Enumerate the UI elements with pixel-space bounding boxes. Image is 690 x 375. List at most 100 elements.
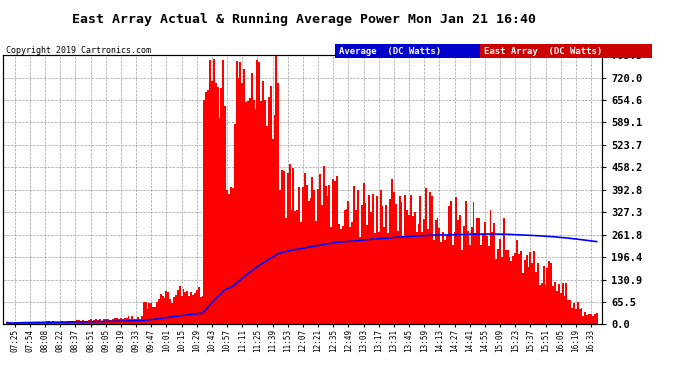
Bar — [488, 246, 490, 324]
Bar — [226, 190, 228, 324]
Bar — [473, 202, 475, 324]
Bar — [560, 292, 562, 324]
Bar — [471, 227, 473, 324]
Bar — [513, 256, 514, 324]
Bar — [268, 97, 270, 324]
Bar — [304, 173, 306, 324]
Bar — [544, 285, 546, 324]
Bar — [433, 240, 435, 324]
Bar — [334, 181, 336, 324]
Bar — [493, 223, 495, 324]
Bar — [207, 90, 209, 324]
Bar — [279, 190, 281, 324]
Bar — [275, 42, 277, 324]
Bar — [311, 177, 313, 324]
Bar — [382, 206, 384, 324]
Bar — [124, 318, 126, 324]
Bar — [120, 318, 122, 324]
Bar — [237, 78, 239, 324]
Bar — [41, 322, 42, 324]
Bar — [12, 323, 14, 324]
Bar — [577, 302, 579, 324]
Bar — [374, 232, 376, 324]
Bar — [579, 309, 580, 324]
Bar — [395, 204, 397, 324]
Bar — [249, 98, 250, 324]
Bar — [302, 187, 304, 324]
Bar — [319, 174, 321, 324]
Bar — [338, 224, 340, 324]
Bar — [219, 118, 221, 324]
Bar — [562, 283, 564, 324]
Bar — [213, 58, 215, 324]
Bar — [368, 195, 371, 324]
Bar — [450, 201, 452, 324]
Bar — [52, 321, 54, 324]
Bar — [571, 308, 573, 324]
Bar — [518, 254, 520, 324]
Bar — [257, 60, 258, 324]
Bar — [59, 322, 61, 324]
Bar — [467, 231, 469, 324]
Bar — [340, 230, 342, 324]
Bar — [79, 320, 80, 324]
Bar — [243, 69, 245, 324]
Bar — [168, 292, 169, 324]
Bar — [397, 231, 399, 324]
Bar — [169, 299, 171, 324]
Bar — [145, 302, 146, 324]
Bar — [326, 196, 328, 324]
Bar — [296, 210, 298, 324]
Bar — [48, 321, 50, 324]
Bar — [181, 296, 183, 324]
Bar — [14, 322, 16, 324]
Bar — [95, 319, 97, 324]
Bar — [188, 296, 190, 324]
Bar — [183, 290, 184, 324]
Bar — [65, 322, 67, 324]
Bar — [72, 321, 75, 324]
Bar — [349, 227, 351, 324]
Bar — [139, 319, 141, 324]
Bar — [549, 261, 550, 324]
Bar — [440, 242, 442, 324]
Bar — [86, 321, 88, 324]
Bar — [348, 201, 349, 324]
Bar — [148, 303, 150, 324]
Bar — [21, 322, 23, 324]
Bar — [204, 100, 206, 324]
Bar — [344, 210, 346, 324]
Bar — [308, 201, 310, 324]
Bar — [31, 323, 33, 324]
Bar — [422, 232, 423, 324]
Bar — [206, 92, 207, 324]
Bar — [122, 319, 124, 324]
Bar — [325, 186, 326, 324]
Bar — [353, 186, 355, 324]
Bar — [453, 232, 455, 324]
Bar — [505, 250, 506, 324]
Bar — [63, 322, 65, 324]
Bar — [550, 263, 552, 324]
Bar — [499, 238, 501, 324]
Bar — [262, 81, 264, 324]
Bar — [389, 199, 391, 324]
Bar — [173, 297, 175, 324]
Bar — [575, 309, 577, 324]
Bar — [61, 321, 63, 324]
Bar — [520, 251, 522, 324]
Bar — [478, 218, 480, 324]
Bar — [54, 322, 56, 324]
Bar — [363, 183, 364, 324]
Bar — [75, 321, 77, 324]
Bar — [446, 235, 448, 324]
Bar — [88, 321, 90, 324]
Bar — [8, 323, 10, 324]
Bar — [313, 190, 315, 324]
Bar — [128, 316, 130, 324]
Bar — [222, 60, 224, 324]
Bar — [69, 321, 71, 324]
Bar — [190, 292, 192, 324]
Bar — [34, 322, 37, 324]
Bar — [241, 83, 243, 324]
